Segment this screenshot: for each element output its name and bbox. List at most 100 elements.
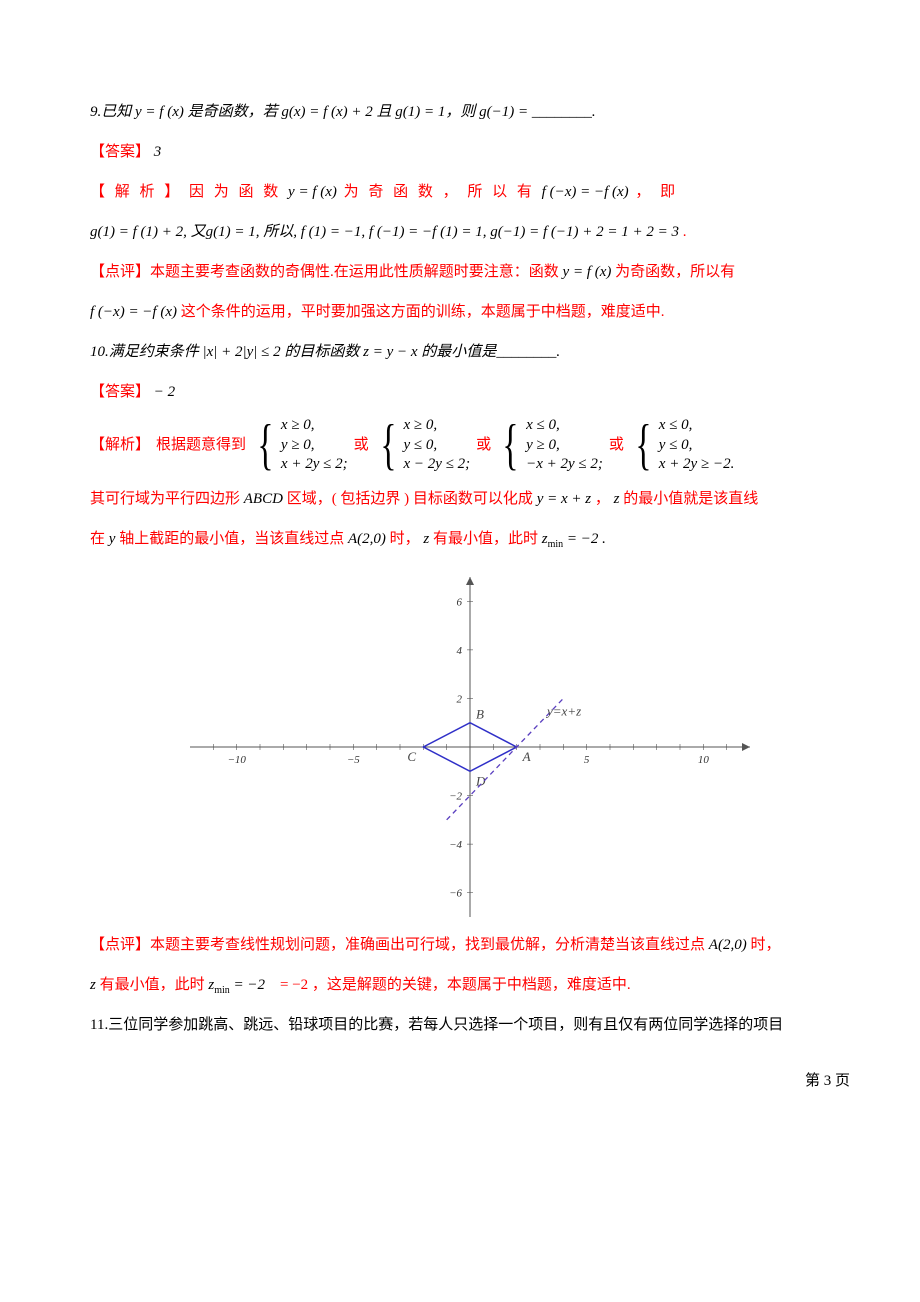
answer-10-value: − 2 xyxy=(150,384,175,400)
case-group: {x ≥ 0,y ≥ 0,x + 2y ≤ 2; xyxy=(252,416,348,475)
c9-p2: 为奇函数，所以有 xyxy=(611,264,735,280)
solution-10-cases: 【解析】 根据题意得到 {x ≥ 0,y ≥ 0,x + 2y ≤ 2;或{x … xyxy=(90,416,850,475)
c9-e1: y = f (x) xyxy=(563,264,612,280)
s10-p3e: = −2 . xyxy=(563,531,606,547)
s9-p1b: y = f (x) xyxy=(288,184,337,200)
question-11: 11.三位同学参加跳高、跳远、铅球项目的比赛，若每人只选择一个项目，则有且仅有两… xyxy=(90,1007,850,1043)
s10-label: 【解析】 xyxy=(90,435,150,456)
s10-p2c: ， xyxy=(591,491,614,507)
q11-text: 11.三位同学参加跳高、跳远、铅球项目的比赛，若每人只选择一个项目，则有且仅有两… xyxy=(90,1017,783,1033)
solution-10-p2: 其可行域为平行四边形 ABCD 区域，( 包括边界 ) 目标函数可以化成 y =… xyxy=(90,481,850,517)
s9-l2r: . xyxy=(679,224,687,240)
s9-p2b: f (−x) = −f (x) xyxy=(542,184,629,200)
cases-container: {x ≥ 0,y ≥ 0,x + 2y ≤ 2;或{x ≥ 0,y ≤ 0,x … xyxy=(252,416,734,475)
s10-p2exp: y = x + z xyxy=(537,491,591,507)
case-line: x ≥ 0, xyxy=(281,416,348,436)
s10-p3b: 轴上截距的最小值，当该直线过点 xyxy=(115,531,348,547)
brace-icon: { xyxy=(380,416,396,475)
comment-9-line1: 【点评】本题主要考查函数的奇偶性.在运用此性质解题时要注意：函数 y = f (… xyxy=(90,254,850,290)
s10-p2a: 其可行域为平行四边形 xyxy=(90,491,244,507)
answer-10-label: 【答案】 xyxy=(90,384,150,400)
svg-text:4: 4 xyxy=(457,644,463,656)
c10-p3: 有最小值，此时 xyxy=(96,977,209,993)
svg-text:−10: −10 xyxy=(227,754,246,766)
solution-9-line1: 【 解 析 】 因 为 函 数 y = f (x) 为 奇 函 数 ， 所 以 … xyxy=(90,174,850,210)
c9-p1: 本题主要考查函数的奇偶性.在运用此性质解题时要注意：函数 xyxy=(150,264,563,280)
c9-p3: 这个条件的运用，平时要加强这方面的训练，本题属于中档题，难度适中. xyxy=(177,304,665,320)
s10-p3d: 有最小值，此时 xyxy=(429,531,542,547)
q10-text: 10.满足约束条件 |x| + 2|y| ≤ 2 的目标函数 z = y − x… xyxy=(90,344,560,360)
case-line: x + 2y ≤ 2; xyxy=(281,455,348,475)
case-line: y ≤ 0, xyxy=(404,436,471,456)
case-line: x + 2y ≥ −2. xyxy=(659,455,735,475)
svg-text:−4: −4 xyxy=(449,839,462,851)
solution-label: 【 解 析 】 xyxy=(90,184,182,200)
cases-or: 或 xyxy=(354,435,369,456)
case-group: {x ≤ 0,y ≥ 0,−x + 2y ≤ 2; xyxy=(497,416,603,475)
s10-p2b: 区域，( 包括边界 ) 目标函数可以化成 xyxy=(283,491,537,507)
c9-label: 【点评】 xyxy=(90,264,150,280)
cases-or: 或 xyxy=(476,435,491,456)
svg-text:−2: −2 xyxy=(449,790,462,802)
comment-10-line2: z 有最小值，此时 zmin = −2 = −2 ，这是解题的关键，本题属于中档… xyxy=(90,967,850,1003)
chart-svg: −10−5510−6−4−2246ABCDy=x+z xyxy=(190,577,750,917)
answer-9: 【答案】 3 xyxy=(90,134,850,170)
c10-p1: 本题主要考查线性规划问题，准确画出可行域，找到最优解，分析清楚当该直线过点 xyxy=(150,937,709,953)
case-line: y ≥ 0, xyxy=(281,436,348,456)
c10-min: min xyxy=(214,985,230,996)
case-line: −x + 2y ≤ 2; xyxy=(526,455,603,475)
question-10: 10.满足约束条件 |x| + 2|y| ≤ 2 的目标函数 z = y − x… xyxy=(90,334,850,370)
case-body: x ≤ 0,y ≥ 0,−x + 2y ≤ 2; xyxy=(526,416,603,475)
s10-pre: 根据题意得到 xyxy=(156,435,246,456)
s10-abcd: ABCD xyxy=(244,491,283,507)
svg-text:y=x+z: y=x+z xyxy=(545,703,581,718)
s9-p3r: ， 即 xyxy=(629,184,679,200)
case-line: x ≥ 0, xyxy=(404,416,471,436)
s9-p1r: 因 为 函 数 xyxy=(189,184,288,200)
case-body: x ≥ 0,y ≤ 0,x − 2y ≤ 2; xyxy=(404,416,471,475)
case-body: x ≥ 0,y ≥ 0,x + 2y ≤ 2; xyxy=(281,416,348,475)
brace-icon: { xyxy=(503,416,519,475)
svg-text:C: C xyxy=(407,749,416,764)
svg-text:5: 5 xyxy=(584,754,590,766)
svg-text:A: A xyxy=(522,749,531,764)
case-line: x − 2y ≤ 2; xyxy=(404,455,471,475)
s10-p2d: 的最小值就是该直线 xyxy=(619,491,758,507)
cases-or: 或 xyxy=(609,435,624,456)
answer-9-value: 3 xyxy=(150,144,161,160)
svg-text:B: B xyxy=(476,706,484,721)
q9-text: 9.已知 y = f (x) 是奇函数，若 g(x) = f (x) + 2 且… xyxy=(90,104,596,120)
s10-p3a: 在 xyxy=(90,531,109,547)
feasible-region-chart: −10−5510−6−4−2246ABCDy=x+z xyxy=(90,577,850,917)
c10-p2: 时， xyxy=(747,937,781,953)
svg-text:2: 2 xyxy=(457,693,463,705)
brace-icon: { xyxy=(257,416,273,475)
c10-eq: = −2 xyxy=(230,977,277,993)
brace-icon: { xyxy=(635,416,651,475)
s10-p3c: 时， xyxy=(386,531,424,547)
case-line: x ≤ 0, xyxy=(659,416,735,436)
question-9: 9.已知 y = f (x) 是奇函数，若 g(x) = f (x) + 2 且… xyxy=(90,94,850,130)
c10-label: 【点评】 xyxy=(90,937,150,953)
case-line: y ≥ 0, xyxy=(526,436,603,456)
s9-l2b: g(1) = f (1) + 2, 又g(1) = 1, 所以, f (1) =… xyxy=(90,224,679,240)
svg-text:−6: −6 xyxy=(449,887,462,899)
case-line: x ≤ 0, xyxy=(526,416,603,436)
svg-text:10: 10 xyxy=(698,754,710,766)
solution-9-line2: g(1) = f (1) + 2, 又g(1) = 1, 所以, f (1) =… xyxy=(90,214,850,250)
c10-p4: = −2 ，这是解题的关键，本题属于中档题，难度适中. xyxy=(276,977,630,993)
case-line: y ≤ 0, xyxy=(659,436,735,456)
case-group: {x ≥ 0,y ≤ 0,x − 2y ≤ 2; xyxy=(375,416,471,475)
answer-9-label: 【答案】 xyxy=(90,144,150,160)
s10-p3A: A(2,0) xyxy=(348,531,386,547)
c10-A: A(2,0) xyxy=(709,937,747,953)
svg-text:−5: −5 xyxy=(347,754,360,766)
s10-p3min: min xyxy=(548,539,564,550)
case-body: x ≤ 0,y ≤ 0,x + 2y ≥ −2. xyxy=(659,416,735,475)
solution-10-p3: 在 y 轴上截距的最小值，当该直线过点 A(2,0) 时， z 有最小值，此时 … xyxy=(90,521,850,557)
comment-10-line1: 【点评】本题主要考查线性规划问题，准确画出可行域，找到最优解，分析清楚当该直线过… xyxy=(90,927,850,963)
comment-9-line2: f (−x) = −f (x) 这个条件的运用，平时要加强这方面的训练，本题属于… xyxy=(90,294,850,330)
svg-text:6: 6 xyxy=(457,596,463,608)
answer-10: 【答案】 − 2 xyxy=(90,374,850,410)
c9-e2: f (−x) = −f (x) xyxy=(90,304,177,320)
